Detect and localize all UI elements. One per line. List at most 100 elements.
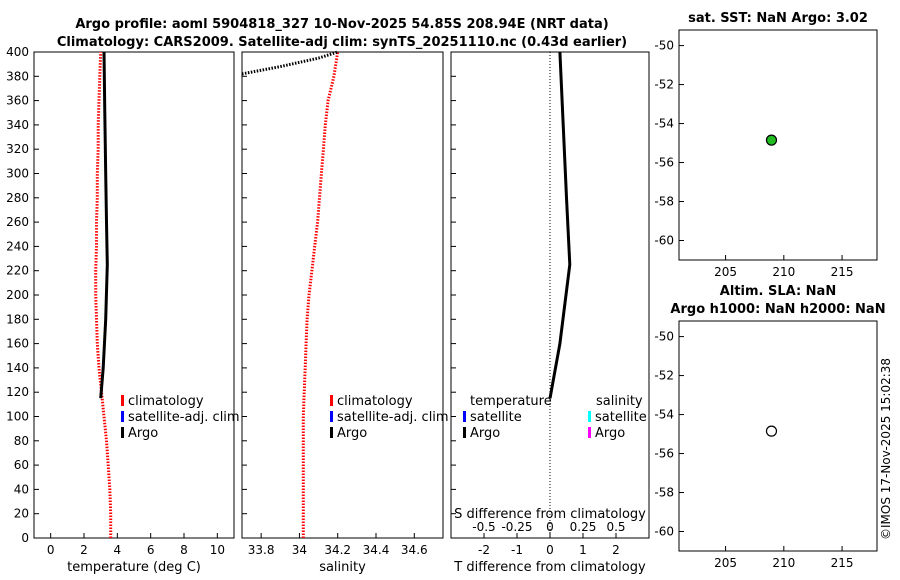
altim-map-ytick-label: -60 (654, 525, 674, 539)
difference-xlabel: T difference from climatology (453, 560, 646, 575)
temperature-ytick-label: 200 (6, 288, 29, 302)
temperature-xtick-label: 8 (180, 543, 188, 557)
altim-map-ytick-label: -56 (654, 447, 674, 461)
temperature-ytick-label: 20 (14, 507, 29, 521)
temperature-xtick-label: 6 (147, 543, 155, 557)
altim-map-argo-point (765, 425, 778, 437)
difference-top-xtick-label: 0.5 (606, 520, 625, 534)
temperature-xtick-label: 0 (47, 543, 55, 557)
altim-title: Altim. SLA: NaN (720, 284, 836, 299)
temperature-ytick-label: 400 (6, 45, 29, 59)
temperature-series-argo (99, 51, 109, 399)
salinity-xlabel: salinity (319, 560, 366, 575)
salinity-xtick-label: 34.2 (324, 543, 351, 557)
temperature-legend-label: Argo (128, 426, 158, 441)
altim-map-ytick-label: -54 (654, 408, 674, 422)
temperature-axes-frame (33, 51, 235, 539)
salinity-legend-swatch (330, 395, 333, 406)
temperature-ytick-label: 300 (6, 167, 29, 181)
difference-right-legend-label: satellite (595, 410, 647, 425)
difference-right-legend-swatch (588, 427, 591, 438)
temperature-xtick-label: 4 (114, 543, 122, 557)
sat-sst-map-xtick-label: 215 (831, 265, 854, 279)
imos-timestamp: ©IMOS 17-Nov-2025 15:02:38 (879, 358, 893, 540)
temperature-legend-swatch (121, 427, 124, 438)
difference-right-legend-swatch (588, 411, 591, 422)
altim-map-xtick-label: 210 (772, 556, 795, 570)
temperature-ytick-label: 120 (6, 385, 29, 399)
temperature-xlabel: temperature (deg C) (67, 560, 201, 575)
difference-top-xlabel: S difference from climatology (454, 507, 646, 522)
sat-sst-map-axes-frame (678, 29, 878, 261)
sat-sst-map-ytick-label: -56 (654, 156, 674, 170)
temperature-legend-swatch (121, 395, 124, 406)
salinity-legend-swatch (330, 427, 333, 438)
difference-legend-title: salinity (596, 394, 643, 409)
salinity-xtick-label: 33.8 (248, 543, 275, 557)
altim-map-xtick-label: 215 (831, 556, 854, 570)
header-line1: Argo profile: aoml 5904818_327 10-Nov-20… (75, 17, 608, 32)
difference-top-xtick-label: -0.25 (501, 520, 532, 534)
sat-sst-map-argo-point (765, 134, 778, 146)
sat-sst-title: sat. SST: NaN Argo: 3.02 (688, 11, 868, 26)
altim-map-xtick-label: 205 (714, 556, 737, 570)
temperature-legend-label: climatology (128, 394, 204, 409)
difference-xtick-label: 0 (546, 543, 554, 557)
altim-map-ytick-label: -58 (654, 486, 674, 500)
difference-panel: -2 -1 0 1 2 -0.5 -0.25 0 0.25 0.5S difference fro… (450, 51, 650, 575)
temperature-ytick-label: 280 (6, 191, 29, 205)
temperature-ytick-label: 340 (6, 118, 29, 132)
salinity-series-climatology (301, 51, 340, 538)
difference-xtick-label: -2 (478, 543, 490, 557)
salinity-legend-label: satellite-adj. clim (337, 410, 449, 425)
sat-sst-map-ytick-label: -58 (654, 195, 674, 209)
difference-left-legend-swatch (463, 427, 466, 438)
sat-sst-map-ytick-label: -54 (654, 117, 674, 131)
difference-xtick-label: 2 (612, 543, 620, 557)
header-line2: Climatology: CARS2009. Satellite-adj cli… (57, 35, 627, 50)
difference-top-xtick-label: 0 (546, 520, 554, 534)
difference-series-argo (548, 51, 572, 399)
temperature-ytick-label: 40 (14, 482, 29, 496)
temperature-ytick-label: 220 (6, 264, 29, 278)
temperature-legend-label: satellite-adj. clim (128, 410, 240, 425)
salinity-series-argo (241, 50, 339, 76)
difference-top-xtick-label: -0.5 (472, 520, 495, 534)
altim-map-panel: 205 210 215 -50 -52 -54 -56 -58 -60 Altim. SLA: N… (654, 284, 885, 570)
temperature-xtick-label: 2 (80, 543, 88, 557)
salinity-xtick-label: 34.6 (401, 543, 428, 557)
altim-map-ytick-label: -50 (654, 330, 674, 344)
salinity-legend-label: climatology (337, 394, 413, 409)
difference-top-xtick-label: 0.25 (570, 520, 597, 534)
temperature-panel: 0 2 4 6 8 10020406080100120140160180200220240… (6, 45, 240, 575)
salinity-xtick-label: 34 (292, 543, 307, 557)
sat-sst-map-panel: 205 210 215 -50 -52 -54 -56 -58 -60 sat. SST: NaN… (654, 11, 878, 279)
temperature-ytick-label: 320 (6, 142, 29, 156)
difference-right-legend-label: Argo (595, 426, 625, 441)
altim-map-axes-frame (678, 320, 878, 552)
temperature-ytick-label: 80 (14, 434, 29, 448)
difference-left-legend-swatch (463, 411, 466, 422)
temperature-ytick-label: 0 (21, 531, 29, 545)
sat-sst-map-xtick-label: 205 (714, 265, 737, 279)
difference-xtick-label: -1 (511, 543, 523, 557)
sat-sst-map-ytick-label: -50 (654, 39, 674, 53)
temperature-ytick-label: 60 (14, 458, 29, 472)
temperature-ytick-label: 180 (6, 312, 29, 326)
difference-left-legend-label: satellite (470, 410, 522, 425)
temperature-ytick-label: 380 (6, 69, 29, 83)
salinity-panel: 33.8 34 34.2 34.4 34.6 climatologysatellite-a… (241, 50, 449, 575)
difference-xtick-label: 1 (579, 543, 587, 557)
temperature-ytick-label: 260 (6, 215, 29, 229)
salinity-axes-frame (241, 51, 444, 539)
salinity-xtick-label: 34.4 (363, 543, 390, 557)
difference-legend-title: temperature (470, 394, 552, 409)
salinity-legend-label: Argo (337, 426, 367, 441)
sat-sst-map-ytick-label: -60 (654, 234, 674, 248)
difference-left-legend-label: Argo (470, 426, 500, 441)
temperature-legend-swatch (121, 411, 124, 422)
salinity-legend-swatch (330, 411, 333, 422)
temperature-series-climatology (94, 51, 113, 538)
temperature-ytick-label: 360 (6, 94, 29, 108)
